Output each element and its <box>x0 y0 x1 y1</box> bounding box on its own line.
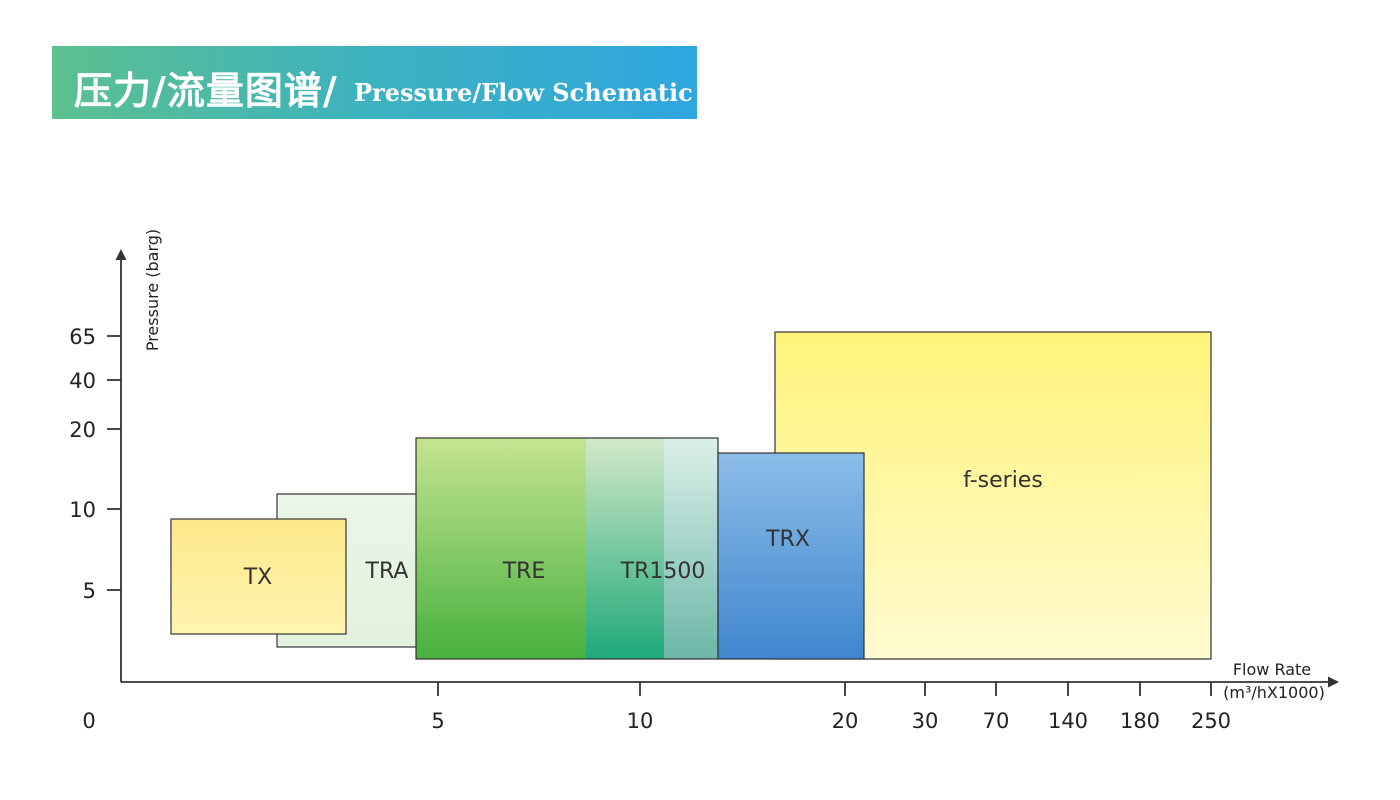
blocks <box>170 331 1212 660</box>
block-tr1500-b <box>664 438 718 659</box>
y-tick-label: 40 <box>69 369 96 393</box>
x-axis-arrow <box>1328 676 1339 688</box>
y-tick-label: 20 <box>69 418 96 442</box>
y-tick-label: 5 <box>83 579 96 603</box>
block-trx <box>717 452 865 660</box>
y-axis-arrow <box>115 249 127 260</box>
x-tick-label: 70 <box>983 709 1010 733</box>
page-title-en: Pressure/Flow Schematic <box>354 78 693 107</box>
x-tick-label: 250 <box>1191 709 1231 733</box>
label-tx: TX <box>243 565 273 590</box>
block-tr1500-a <box>586 438 665 659</box>
page-title-cn: 压力/流量图谱/ <box>74 68 338 113</box>
x-tick-label: 20 <box>832 709 859 733</box>
y-axis-label: Pressure (barg) <box>143 229 162 351</box>
x-tick-label: 0 <box>82 709 95 733</box>
x-axis-label: Flow Rate <box>1233 660 1311 679</box>
x-axis-unit: (m³/hX1000) <box>1223 683 1325 702</box>
x-tick-label: 140 <box>1048 709 1088 733</box>
label-tre: TRE <box>502 559 546 584</box>
x-tick-label: 30 <box>912 709 939 733</box>
y-tick-label: 10 <box>69 498 96 522</box>
label-tra: TRA <box>365 559 409 584</box>
block-tre <box>416 438 587 659</box>
x-tick-label: 10 <box>627 709 654 733</box>
title-banner: 压力/流量图谱/ Pressure/Flow Schematic <box>52 46 697 119</box>
y-tick-label: 65 <box>69 325 96 349</box>
label-f-series: f-series <box>963 468 1043 493</box>
block-tx <box>170 518 347 635</box>
x-tick-label: 5 <box>431 709 444 733</box>
label-trx: TRX <box>765 527 810 552</box>
x-tick-label: 180 <box>1120 709 1160 733</box>
label-tr1500: TR1500 <box>620 559 706 584</box>
